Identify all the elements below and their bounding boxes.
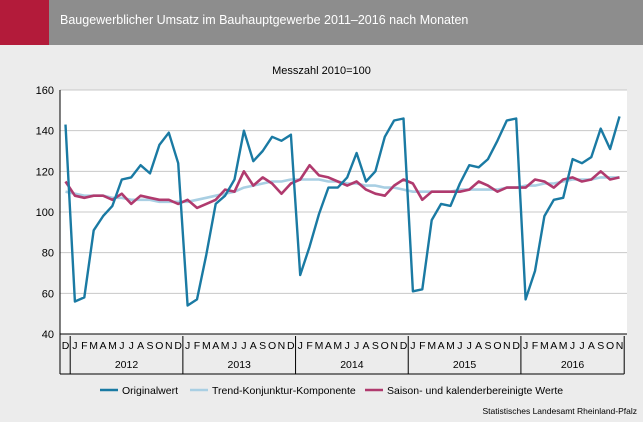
x-tick-label: D <box>512 340 520 352</box>
page-title: Baugewerblicher Umsatz im Bauhauptgewerb… <box>60 13 469 27</box>
x-tick-label: J <box>185 340 190 352</box>
x-tick-label: A <box>325 340 332 352</box>
x-tick-label: F <box>81 340 87 352</box>
x-tick-label: S <box>372 340 379 352</box>
x-tick-label: M <box>202 340 211 352</box>
source-note: Statistisches Landesamt Rheinland-Pfalz <box>482 406 638 416</box>
x-tick-label: A <box>100 340 107 352</box>
x-tick-label: M <box>427 340 436 352</box>
x-tick-label: N <box>616 340 624 352</box>
y-tick-label: 60 <box>42 288 54 300</box>
x-tick-label: J <box>298 340 303 352</box>
x-tick-label: O <box>155 340 163 352</box>
y-tick-label: 80 <box>42 248 54 260</box>
legend-label: Trend-Konjunktur-Komponente <box>212 385 356 397</box>
series-line-originalwert <box>64 116 621 307</box>
x-tick-label: M <box>333 340 342 352</box>
x-tick-label: A <box>137 340 144 352</box>
x-tick-label: A <box>438 340 445 352</box>
brand-block <box>0 0 49 45</box>
x-tick-label: A <box>250 340 257 352</box>
x-tick-label: M <box>108 340 117 352</box>
x-tick-label: M <box>446 340 455 352</box>
x-tick-label: N <box>165 340 173 352</box>
x-tick-label: F <box>419 340 425 352</box>
x-tick-label: J <box>354 340 359 352</box>
year-label: 2015 <box>453 359 477 371</box>
x-tick-label: J <box>457 340 462 352</box>
x-tick-label: O <box>606 340 614 352</box>
x-tick-label: J <box>579 340 584 352</box>
x-tick-label: A <box>550 340 557 352</box>
x-tick-label: A <box>212 340 219 352</box>
x-tick-label: M <box>221 340 230 352</box>
x-tick-label: J <box>523 340 528 352</box>
header-bar: Baugewerblicher Umsatz im Bauhauptgewerb… <box>0 0 643 45</box>
legend-label: Saison- und kalenderbereinigte Werte <box>387 385 563 397</box>
x-tick-label: S <box>597 340 604 352</box>
x-tick-label: S <box>485 340 492 352</box>
x-tick-label: M <box>559 340 568 352</box>
x-tick-label: O <box>381 340 389 352</box>
x-tick-label: F <box>532 340 538 352</box>
x-tick-label: N <box>503 340 511 352</box>
chart-subtitle: Messzahl 2010=100 <box>272 65 371 77</box>
year-label: 2016 <box>561 359 585 371</box>
y-tick-label: 100 <box>36 207 54 219</box>
x-tick-label: F <box>194 340 200 352</box>
x-tick-label: J <box>119 340 124 352</box>
x-tick-label: S <box>259 340 266 352</box>
y-tick-label: 140 <box>36 126 54 138</box>
x-tick-label: J <box>232 340 237 352</box>
x-tick-label: M <box>89 340 98 352</box>
y-tick-label: 160 <box>36 85 54 97</box>
x-tick-label: N <box>390 340 398 352</box>
x-tick-label: A <box>475 340 482 352</box>
x-tick-label: A <box>588 340 595 352</box>
y-tick-label: 120 <box>36 166 54 178</box>
year-label: 2014 <box>340 359 364 371</box>
x-tick-label: J <box>570 340 575 352</box>
legend-label: Originalwert <box>122 385 178 397</box>
x-tick-label: A <box>362 340 369 352</box>
x-tick-label: N <box>278 340 286 352</box>
x-tick-label: S <box>147 340 154 352</box>
x-tick-label: D <box>62 340 70 352</box>
x-tick-label: J <box>345 340 350 352</box>
x-tick-label: D <box>287 340 295 352</box>
x-tick-label: J <box>410 340 415 352</box>
y-tick-label: 40 <box>42 329 54 341</box>
x-tick-label: F <box>306 340 312 352</box>
x-tick-label: J <box>241 340 246 352</box>
x-tick-label: M <box>540 340 549 352</box>
x-tick-label: O <box>268 340 276 352</box>
x-tick-label: D <box>174 340 182 352</box>
x-tick-label: J <box>72 340 77 352</box>
x-tick-label: J <box>467 340 472 352</box>
x-tick-label: M <box>315 340 324 352</box>
x-tick-label: J <box>129 340 134 352</box>
year-label: 2012 <box>115 359 139 371</box>
year-label: 2013 <box>228 359 252 371</box>
x-tick-label: D <box>400 340 408 352</box>
x-tick-label: O <box>493 340 501 352</box>
